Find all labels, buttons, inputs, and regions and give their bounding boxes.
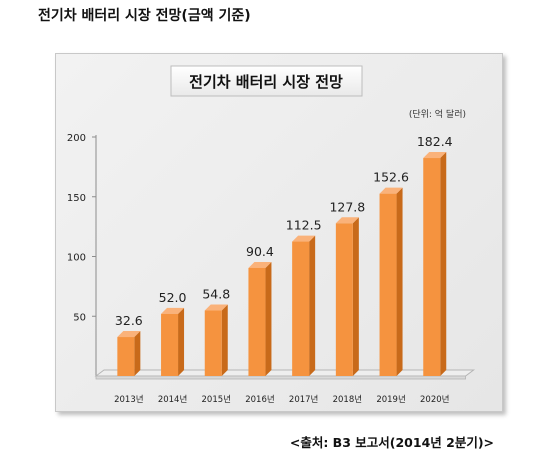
y-tick-label: 200 [67,133,86,144]
x-tick-label: 2020년 [420,394,449,405]
bar [161,307,185,376]
floor-front [95,375,467,380]
y-tick-label: 150 [67,193,86,204]
bar [117,331,141,376]
y-tick-label: 100 [67,253,86,264]
value-label: 54.8 [202,287,230,302]
value-labels: 32.6 52.0 54.8 90.4 112.5 127.8 152.6 182.4 [115,134,453,328]
value-label: 127.8 [329,199,365,214]
unit-note: (단위: 억 달러) [409,108,466,120]
value-label: 52.0 [159,290,187,305]
bar [248,261,272,376]
bars [117,152,447,376]
bar [204,304,228,376]
floor-top [94,369,476,377]
value-label: 112.5 [286,218,322,233]
plot-floor [94,369,476,380]
bar [379,187,403,376]
source-note: <출처: B3 보고서(2014년 2분기)> [289,435,494,450]
value-label: 152.6 [373,170,409,185]
value-label: 32.6 [115,313,143,328]
x-tick-label: 2016년 [245,394,274,405]
value-label: 182.4 [417,134,453,149]
x-tick-label: 2014년 [158,394,187,405]
x-tick-label: 2013년 [114,394,143,405]
x-tick-label: 2018년 [333,394,362,405]
x-tick-label: 2015년 [202,394,231,405]
page-heading: 전기차 배터리 시장 전망(금액 기준) [38,8,251,24]
x-tick-label: 2019년 [376,394,405,405]
x-tick-labels: 2013년 2014년 2015년 2016년 2017년 2018년 2019년 2020년 [114,394,449,405]
y-axis: 200 150 100 50 [67,133,97,376]
value-label: 90.4 [246,244,274,259]
bar [335,217,359,376]
chart-title: 전기차 배터리 시장 전망 [189,73,343,91]
chart-title-box [170,65,363,97]
bar [423,152,447,376]
bar [292,235,316,376]
x-tick-label: 2017년 [289,394,318,405]
y-tick-label: 50 [73,312,86,323]
